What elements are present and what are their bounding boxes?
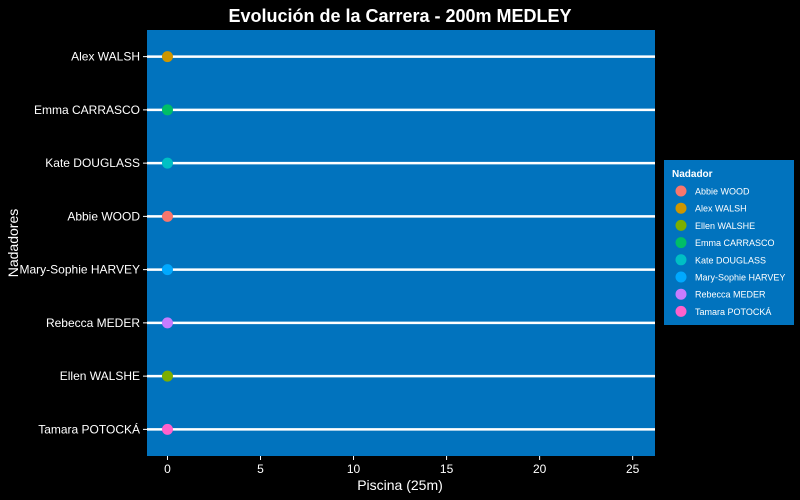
x-tick-label: 20: [533, 462, 547, 476]
lane-lines: [147, 55, 655, 431]
legend: Nadador Abbie WOOD Alex WALSH Ellen WALSHE…: [664, 160, 794, 325]
y-tick-label: Tamara POTOCKÁ: [38, 421, 140, 436]
legend-swatch: [675, 271, 687, 283]
x-tick-label: 5: [257, 462, 264, 476]
y-tick-label: Rebecca MEDER: [46, 316, 140, 330]
legend-label: Kate DOUGLASS: [695, 255, 766, 265]
x-tick-label: 10: [347, 462, 361, 476]
legend-label: Alex WALSH: [695, 204, 747, 214]
data-point: [161, 264, 173, 276]
legend-label: Rebecca MEDER: [695, 290, 766, 300]
y-tick-label: Abbie WOOD: [67, 209, 140, 223]
legend-swatch: [675, 219, 687, 231]
plot-panel: [147, 30, 655, 456]
legend-swatch: [675, 202, 687, 214]
data-point: [161, 370, 173, 382]
legend-label: Ellen WALSHE: [695, 221, 755, 231]
legend-swatch: [675, 305, 687, 317]
data-points: [161, 51, 173, 435]
legend-label: Abbie WOOD: [695, 187, 750, 197]
legend-items: Abbie WOOD Alex WALSH Ellen WALSHE Emma CAR…: [675, 185, 785, 317]
y-tick-label: Alex WALSH: [71, 50, 140, 64]
x-axis-label: Piscina (25m): [357, 477, 443, 493]
data-point: [161, 157, 173, 169]
data-point: [161, 317, 173, 329]
legend-label: Emma CARRASCO: [695, 238, 775, 248]
x-axis: 0 5 10 15 20 25: [164, 456, 640, 476]
y-axis-label: Nadadores: [5, 209, 21, 278]
y-tick-label: Ellen WALSHE: [60, 369, 140, 383]
legend-swatch: [675, 288, 687, 300]
legend-swatch: [675, 254, 687, 266]
data-point: [161, 423, 173, 435]
y-tick-labels: Tamara POTOCKÁ Ellen WALSHE Rebecca MEDER M…: [20, 50, 147, 436]
legend-swatch: [675, 237, 687, 249]
y-tick-label: Emma CARRASCO: [34, 103, 140, 117]
legend-label: Tamara POTOCKÁ: [695, 307, 771, 317]
legend-label: Mary-Sophie HARVEY: [695, 273, 785, 283]
y-tick-label: Mary-Sophie HARVEY: [20, 263, 141, 277]
y-tick-label: Kate DOUGLASS: [45, 156, 140, 170]
data-point: [161, 104, 173, 116]
data-point: [161, 51, 173, 63]
x-tick-label: 15: [440, 462, 454, 476]
data-point: [161, 210, 173, 222]
x-tick-label: 25: [626, 462, 640, 476]
legend-title: Nadador: [672, 169, 713, 180]
chart-title: Evolución de la Carrera - 200m MEDLEY: [228, 6, 571, 26]
legend-swatch: [675, 185, 687, 197]
x-tick-label: 0: [164, 462, 171, 476]
